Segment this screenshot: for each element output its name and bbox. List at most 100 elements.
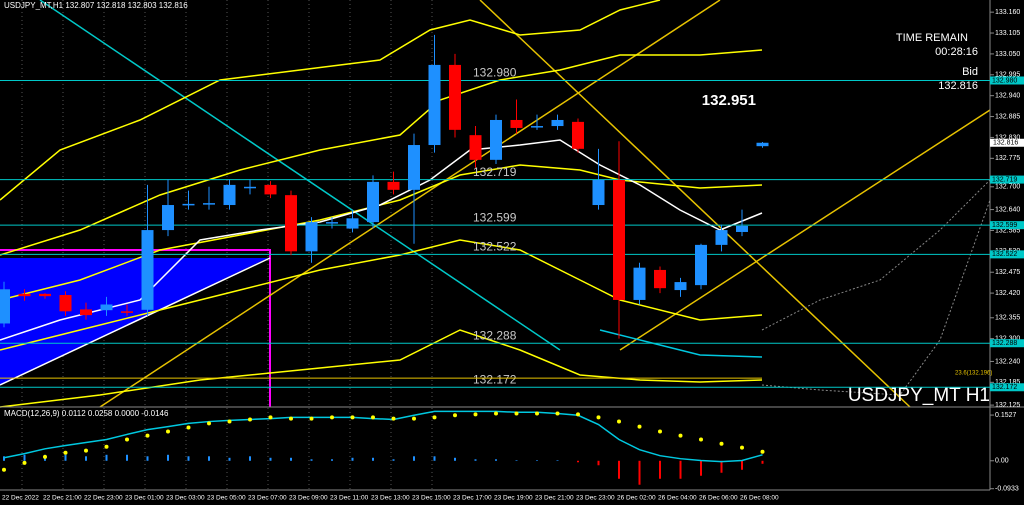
level-label: 132.172 xyxy=(473,372,517,386)
y-tick-label: 132.775 xyxy=(995,155,1020,162)
y-tick-label: 132.475 xyxy=(995,269,1020,276)
candle-body xyxy=(141,230,154,310)
price-label: 132.951 xyxy=(702,92,756,109)
x-tick-label: 23 Dec 01:00 xyxy=(125,495,164,502)
bid-box xyxy=(990,138,1024,147)
candle-body xyxy=(244,186,256,189)
signal-dot xyxy=(699,437,703,442)
symbol-label: USDJPY_MT H1 xyxy=(848,385,990,406)
y-tick-label: 133.105 xyxy=(995,30,1020,37)
candle-body xyxy=(264,184,277,195)
band xyxy=(0,49,763,256)
y-tick-label: 0.1527 xyxy=(995,412,1017,419)
band xyxy=(0,239,763,351)
level-axis-label: 132.288 xyxy=(992,340,1017,347)
candle-body xyxy=(182,203,195,206)
candle-body xyxy=(162,205,174,231)
signal-dot xyxy=(432,415,437,420)
signal-dot xyxy=(719,441,724,446)
y-tick-label: 132.640 xyxy=(995,206,1020,213)
signal-dot xyxy=(678,433,683,438)
signal-dot xyxy=(658,429,662,434)
y-tick-label: 132.700 xyxy=(995,184,1020,191)
level-label: 132.980 xyxy=(473,66,517,80)
candle-body xyxy=(408,145,420,190)
signal-dot xyxy=(84,448,88,453)
level-axis-label: 132.719 xyxy=(992,176,1017,183)
x-tick-label: 26 Dec 02:00 xyxy=(617,495,656,502)
x-tick-label: 26 Dec 04:00 xyxy=(658,495,697,502)
signal-dot xyxy=(309,416,314,421)
y-tick-label: 133.160 xyxy=(995,9,1020,16)
bid-label: Bid xyxy=(962,66,978,78)
x-tick-label: 23 Dec 07:00 xyxy=(248,495,287,502)
signal-dot xyxy=(227,419,232,424)
y-tick-label: 132.355 xyxy=(995,315,1020,322)
level-axis-label: 132.980 xyxy=(992,77,1017,84)
level-label: 132.719 xyxy=(473,165,517,179)
x-tick-label: 23 Dec 11:00 xyxy=(330,495,369,502)
level-axis-label: 132.172 xyxy=(992,384,1017,391)
signal-dot xyxy=(596,415,601,420)
bid-axis-label: 132.816 xyxy=(993,140,1018,147)
signal-dot xyxy=(350,415,355,420)
level-axis-label: 132.522 xyxy=(992,251,1017,258)
level-box xyxy=(990,250,1024,259)
level-label: 132.288 xyxy=(473,328,517,342)
level-box xyxy=(990,339,1024,348)
candle-body xyxy=(285,195,297,252)
signal-dot xyxy=(576,412,580,417)
box xyxy=(0,249,271,407)
candle-body xyxy=(367,181,379,223)
level-box xyxy=(990,175,1024,184)
candle-body xyxy=(510,119,523,128)
fib-label: 23.6(132.196) xyxy=(955,371,992,377)
candle-body xyxy=(59,294,72,312)
signal-dot xyxy=(617,419,621,424)
signal-dot xyxy=(514,411,519,416)
band xyxy=(0,329,763,408)
candle-body xyxy=(633,267,646,300)
candle-body xyxy=(346,218,359,229)
time-grid xyxy=(21,0,433,490)
header: USDJPY_MT,H1 132.807 132.818 132.803 132… xyxy=(4,1,188,10)
signal-dot xyxy=(555,411,560,416)
candle-body xyxy=(326,222,338,224)
candle-body xyxy=(203,203,215,205)
candle-body xyxy=(531,126,543,128)
candle-body xyxy=(613,179,625,300)
y-tick-label: 132.885 xyxy=(995,113,1020,120)
x-tick-label: 23 Dec 17:00 xyxy=(453,495,492,502)
y-tick-label: 132.830 xyxy=(995,134,1020,141)
candle-body xyxy=(592,179,605,206)
signal-dot xyxy=(248,417,252,422)
x-tick-label: 22 Dec 2022 xyxy=(2,495,39,502)
x-tick-label: 22 Dec 23:00 xyxy=(84,495,123,502)
candle-body xyxy=(490,119,502,160)
y-tick-label: 0.00 xyxy=(995,458,1009,465)
time-remain-label: TIME REMAIN xyxy=(896,32,968,44)
signal-dot xyxy=(453,413,457,418)
candle-body xyxy=(551,119,564,127)
trend-line xyxy=(39,0,561,351)
signal-dot xyxy=(289,416,293,421)
y-tick-label: -0.0933 xyxy=(995,486,1019,493)
signal-dot xyxy=(43,454,47,459)
band xyxy=(0,0,661,201)
trend-line xyxy=(99,0,721,408)
candle-body xyxy=(469,135,482,160)
signal-dot xyxy=(166,429,170,434)
y-tick-label: 132.420 xyxy=(995,290,1020,297)
signal-dot xyxy=(145,433,150,438)
candle-body xyxy=(572,121,584,149)
candle-body xyxy=(80,309,92,316)
signal-dot xyxy=(207,421,211,426)
signal-dot xyxy=(22,460,27,465)
level-box xyxy=(990,76,1024,85)
moving-average xyxy=(0,139,763,341)
y-tick-label: 132.185 xyxy=(995,379,1020,386)
level-label: 132.599 xyxy=(473,210,517,224)
candle-body xyxy=(736,225,748,232)
level-axis-label: 132.599 xyxy=(992,222,1017,229)
